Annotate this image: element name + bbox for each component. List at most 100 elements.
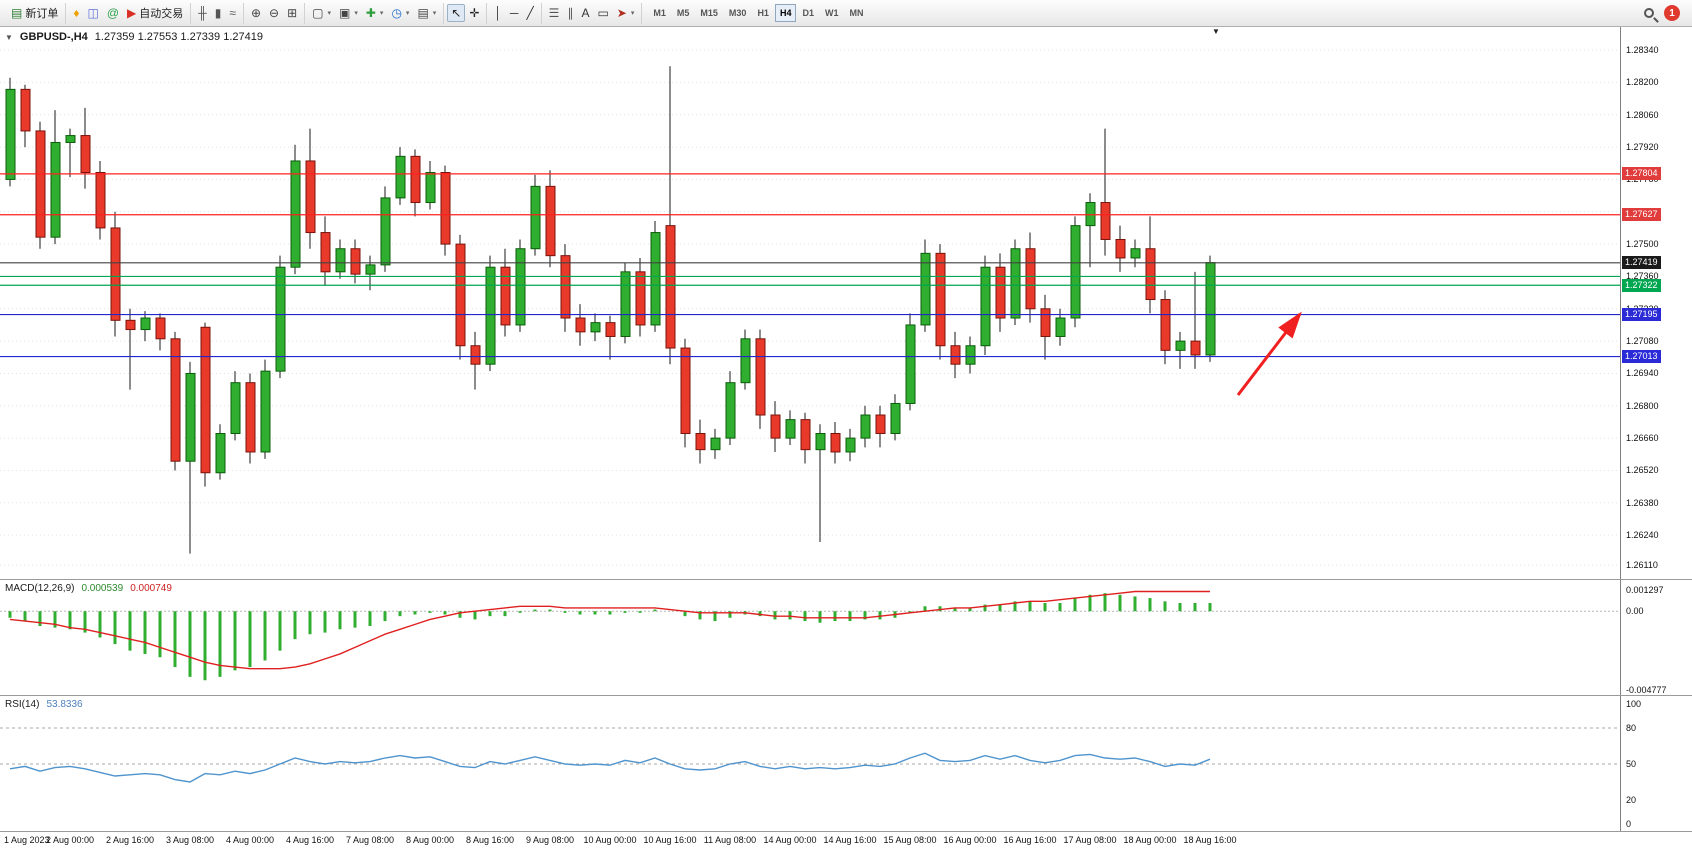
macd-plot[interactable] [0,580,1620,695]
line-chart-button[interactable]: ≈ [225,4,240,22]
bearish-candle [680,347,691,434]
panel-separator[interactable] [0,831,1692,832]
bullish-candle [845,437,856,453]
timeframe-d1[interactable]: D1 [802,8,814,18]
collapse-icon[interactable]: ▼ [5,33,13,42]
chart-area[interactable]: 1.283401.282001.280601.279201.277801.276… [0,27,1692,855]
chart-shift-marker[interactable]: ▼ [1212,27,1220,36]
bearish-candle [125,319,136,331]
line-chart-icon: ≈ [229,6,236,20]
timeframe-mn[interactable]: MN [849,8,864,18]
crosshair-button[interactable]: ✛ [465,4,483,22]
timeframe-h4[interactable]: H4 [774,4,797,22]
profiles-button[interactable]: ▣ ▾ [335,4,362,22]
zoom-out-button[interactable]: ⊖ [265,4,283,22]
bearish-candle [1190,340,1201,356]
time-axis[interactable]: 1 Aug 2023 2 Aug 00:00 2 Aug 16:00 3 Aug 08… [0,832,1620,850]
quick-trade-button[interactable]: ♦ [69,4,83,22]
timeframe-m5[interactable]: M5 [676,8,690,18]
time-axis-label: 16 Aug 16:00 [1003,835,1057,845]
arrows-button[interactable]: ➤ ▾ [613,4,639,22]
text-button[interactable]: A [577,4,593,22]
dropdown-caret-icon[interactable]: ▾ [405,10,410,17]
bullish-candle [1070,225,1081,319]
rsi-title: RSI(14) [5,699,40,710]
time-axis-label: 4 Aug 16:00 [285,835,335,845]
indicators-button[interactable]: ✚ ▾ [362,4,388,22]
toolbar-group: ↖ ✛ [444,2,488,24]
bearish-candle [500,266,511,326]
search-icon[interactable] [1644,8,1654,18]
time-axis-label: 15 Aug 08:00 [883,835,937,845]
price-axis[interactable]: 1.283401.282001.280601.279201.277801.276… [1620,27,1692,579]
rsi-axis-label: 20 [1626,795,1637,805]
timeframe-w1[interactable]: W1 [824,8,839,18]
price-axis-label: 1.27920 [1626,142,1659,153]
dropdown-caret-icon[interactable]: ▾ [354,10,358,17]
rsi-value: 53.8336 [46,699,83,710]
price-axis-label: 1.26940 [1626,368,1659,379]
time-axis-label: 14 Aug 00:00 [763,835,817,845]
bearish-candle [1115,238,1126,259]
chart-window-button[interactable]: ◫ [83,4,102,22]
bearish-candle [875,414,886,434]
support-line-lower-price-label: 1.27013 [1622,350,1661,364]
dropdown-caret-icon[interactable]: ▾ [327,10,331,17]
bearish-candle [575,317,586,333]
cursor-button[interactable]: ↖ [447,4,466,22]
text-label-button[interactable]: ▭ [593,4,612,22]
macd-axis[interactable]: 0.001297 0.00 -0.004777 [1620,580,1692,695]
tile-windows-button[interactable]: ⊞ [283,4,301,22]
time-axis-label: 7 Aug 08:00 [345,835,395,845]
panel-separator[interactable] [0,695,1692,696]
price-axis-label: 1.26660 [1626,433,1659,444]
horizontal-line-button[interactable]: ─ [506,4,523,22]
autotrading-button[interactable]: ▶ 自动交易 [123,3,187,23]
candlestick-chart-button[interactable]: ▮ [211,4,226,22]
price-axis-label: 1.26240 [1626,530,1659,541]
trend-arrow-annotation[interactable] [1236,311,1302,396]
periods-button[interactable]: ◷ ▾ [387,4,413,22]
rsi-line [9,752,1211,783]
timeframe-h1[interactable]: H1 [757,8,769,18]
new-chart-button[interactable]: ▢ ▾ [308,4,335,22]
bullish-candle [290,160,301,268]
candlestick-icon: ▮ [214,6,222,20]
dropdown-caret-icon[interactable]: ▾ [379,10,384,17]
bearish-candle [245,382,256,453]
rsi-axis[interactable]: 100 80 50 20 0 [1620,696,1692,831]
trendline-button[interactable]: ╱ [522,4,537,22]
dropdown-caret-icon[interactable]: ▾ [432,10,437,17]
bearish-candle [635,271,646,326]
macd-axis-label: -0.004777 [1626,684,1667,695]
timeframe-m30[interactable]: M30 [728,8,747,18]
toolbar-group: ╫ ▮ ≈ [191,2,244,24]
main-chart-panel: 1.283401.282001.280601.279201.277801.276… [0,27,1692,579]
channel-button[interactable]: ∥ [563,4,577,22]
toolbar-group: ▢ ▾ ▣ ▾ ✚ ▾ ◷ ▾ ▤ ▾ [305,2,445,24]
new-chart-icon: ▢ [312,6,324,20]
bar-chart-button[interactable]: ╫ [194,4,211,22]
templates-button[interactable]: ▤ ▾ [413,4,440,22]
notification-badge[interactable]: 1 [1664,5,1680,21]
macd-label-row: MACD(12,26,9) 0.000539 0.000749 [5,583,172,594]
time-axis-label: 11 Aug 08:00 [703,835,757,845]
new-order-button[interactable]: ▤ 新订单 [7,3,62,23]
bearish-candle [35,130,46,238]
bearish-candle [800,419,811,451]
bearish-candle [560,255,571,319]
timeframe-m1[interactable]: M1 [653,8,666,18]
price-axis-label: 1.27500 [1626,239,1659,250]
fibonacci-button[interactable]: ☰ [545,4,564,22]
timeframe-m15[interactable]: M15 [700,8,718,18]
bullish-candle [230,382,241,434]
price-chart-plot[interactable] [0,27,1620,579]
community-button[interactable]: @ [103,4,123,22]
bullish-candle [1055,317,1066,337]
zoom-in-button[interactable]: ⊕ [247,4,265,22]
panel-separator[interactable] [0,579,1692,580]
dropdown-caret-icon[interactable]: ▾ [630,10,635,17]
macd-value-signal: 0.000749 [130,583,172,594]
vertical-line-button[interactable]: │ [490,4,506,22]
rsi-plot[interactable] [0,696,1620,831]
